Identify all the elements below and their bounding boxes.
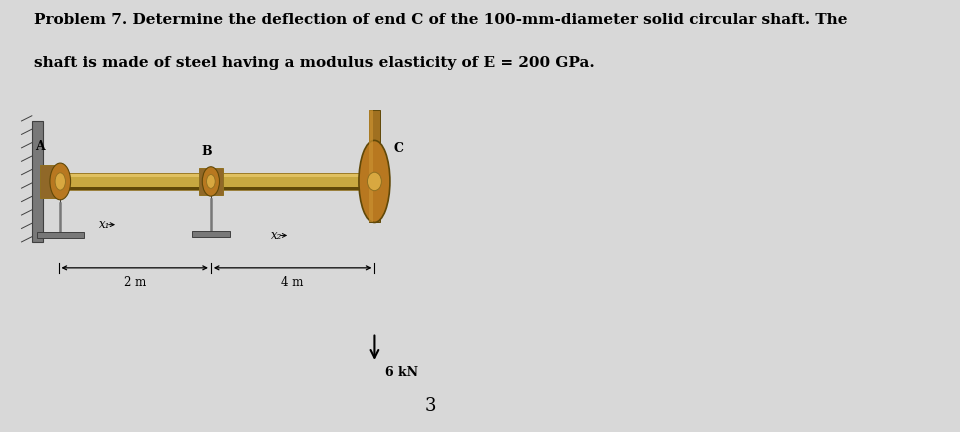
Bar: [370, 110, 372, 222]
Text: 6 kN: 6 kN: [385, 366, 418, 379]
Text: B: B: [202, 145, 212, 158]
Text: 2 m: 2 m: [124, 276, 146, 289]
Text: x₂: x₂: [271, 229, 282, 242]
Bar: [32, 121, 43, 242]
Text: C: C: [394, 142, 403, 155]
Ellipse shape: [368, 172, 381, 191]
Ellipse shape: [206, 175, 215, 188]
Ellipse shape: [203, 167, 220, 196]
Bar: [199, 168, 223, 195]
Text: Problem 7. Determine the deflection of end C of the 100-mm-diameter solid circul: Problem 7. Determine the deflection of e…: [35, 13, 848, 27]
Text: x₁: x₁: [99, 218, 110, 231]
Text: 3: 3: [424, 397, 436, 415]
Bar: [37, 232, 84, 238]
Bar: [39, 165, 59, 198]
Ellipse shape: [55, 173, 65, 190]
Bar: [59, 173, 386, 177]
Bar: [59, 176, 386, 187]
Text: 4 m: 4 m: [281, 276, 303, 289]
Text: shaft is made of steel having a modulus elasticity of E = 200 GPa.: shaft is made of steel having a modulus …: [35, 56, 595, 70]
Ellipse shape: [50, 163, 71, 200]
Bar: [192, 231, 229, 237]
Text: A: A: [36, 140, 45, 153]
Bar: [370, 110, 379, 222]
Bar: [59, 173, 386, 190]
Bar: [59, 187, 386, 190]
Ellipse shape: [359, 140, 390, 222]
